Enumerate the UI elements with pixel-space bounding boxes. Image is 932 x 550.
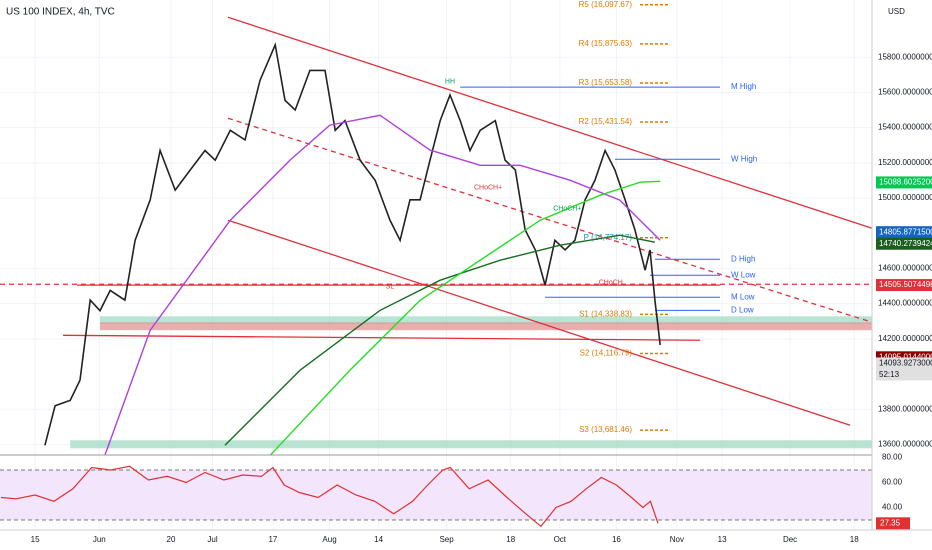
x-tick-label: 17 bbox=[268, 535, 277, 544]
x-tick-label: 18 bbox=[850, 535, 859, 544]
x-tick-label: 14 bbox=[374, 535, 383, 544]
countdown: 52:13 bbox=[879, 370, 900, 379]
range-label: M High bbox=[731, 82, 756, 91]
series-line bbox=[224, 234, 656, 446]
zone bbox=[100, 322, 873, 331]
annotation: CHoCH bbox=[599, 279, 623, 286]
y-tick-label: 15400.0000000 bbox=[878, 123, 932, 132]
pivot-label: S3 (13,681.46) bbox=[579, 425, 632, 434]
range-label: M Low bbox=[731, 292, 755, 301]
annotation: HH bbox=[445, 79, 455, 86]
y-tick-label: 15800.0000000 bbox=[878, 52, 932, 61]
pivot-label: R2 (15,431.54) bbox=[579, 117, 633, 126]
x-tick-label: Dec bbox=[783, 535, 797, 544]
series-line bbox=[44, 42, 661, 446]
x-tick-label: 13 bbox=[718, 535, 727, 544]
y-tick-label: 14200.0000000 bbox=[878, 334, 932, 343]
pivot-label: R3 (15,653.58) bbox=[579, 78, 633, 87]
price-badge-label: 15088.6025200 bbox=[879, 178, 932, 187]
annotation: CHoCH+ bbox=[474, 184, 502, 191]
price-badge-label: 14740.2739424 bbox=[879, 239, 932, 248]
y-tick-label: 15000.0000000 bbox=[878, 193, 932, 202]
rsi-badge-label: 27.35 bbox=[880, 518, 901, 527]
price-badge bbox=[876, 226, 932, 239]
price-badge-label: 14505.5074498 bbox=[879, 280, 932, 289]
price-badge-label: 14095.0144000 bbox=[879, 352, 932, 361]
right-axis bbox=[872, 0, 932, 550]
y-tick-label: 15600.0000000 bbox=[878, 88, 932, 97]
price-badge-label: 14093.9273000 bbox=[879, 359, 932, 368]
zone bbox=[70, 440, 872, 449]
y-tick-label: 14400.0000000 bbox=[878, 299, 932, 308]
rsi-badge bbox=[876, 517, 910, 530]
price-badge bbox=[876, 237, 932, 250]
plot: R5 (16,097.67) R4 (15,875.63) R3 (15,653.5… bbox=[0, 0, 873, 530]
pivot-label: S2 (14,116.79) bbox=[580, 349, 633, 358]
x-tick-label: Oct bbox=[554, 535, 567, 544]
series-line bbox=[104, 114, 661, 456]
trendline bbox=[227, 16, 873, 229]
trendline bbox=[227, 219, 851, 426]
price-badge-label: 14805.8771500 bbox=[879, 227, 932, 236]
x-tick-label: Aug bbox=[322, 535, 336, 544]
x-tick-label: 18 bbox=[506, 535, 515, 544]
range-label: W High bbox=[731, 154, 757, 163]
pivot-label: R5 (16,097.67) bbox=[579, 0, 633, 9]
annotation: SL bbox=[386, 284, 395, 291]
range-label: D Low bbox=[731, 305, 754, 314]
x-tick-label: Nov bbox=[670, 535, 684, 544]
series-line bbox=[269, 180, 661, 456]
y-tick-label: 14600.0000000 bbox=[878, 264, 932, 273]
y-tick-label: 15200.0000000 bbox=[878, 158, 932, 167]
rsi-tick-label: 60.00 bbox=[882, 478, 903, 487]
annotation: CHoCH+ bbox=[553, 205, 581, 212]
range-label: D High bbox=[731, 254, 755, 263]
pivot-label: R4 (15,875.63) bbox=[579, 39, 633, 48]
price-badge bbox=[876, 357, 932, 370]
rsi-tick-label: 80.00 bbox=[882, 453, 903, 462]
zone bbox=[100, 316, 873, 325]
pivot-label: S1 (14,338.83) bbox=[579, 310, 632, 319]
range-label: W Low bbox=[731, 270, 756, 279]
y-tick-label: 13800.0000000 bbox=[878, 404, 932, 413]
y-tick-label: 13600.0000000 bbox=[878, 440, 932, 449]
x-tick-label: 20 bbox=[167, 535, 176, 544]
rsi-line bbox=[1, 465, 659, 528]
countdown-badge bbox=[876, 369, 932, 381]
chart-title: US 100 INDEX, 4h, TVC bbox=[6, 7, 115, 18]
x-tick-label: Jul bbox=[207, 535, 217, 544]
currency: USD bbox=[888, 7, 905, 16]
price-badge bbox=[876, 279, 932, 292]
x-tick-label: 16 bbox=[612, 535, 621, 544]
x-tick-label: 15 bbox=[31, 535, 40, 544]
x-tick-label: Jun bbox=[93, 535, 106, 544]
trendline bbox=[227, 117, 873, 323]
x-tick-label: Sep bbox=[439, 535, 454, 544]
price-badge bbox=[876, 176, 932, 189]
rsi-tick-label: 40.00 bbox=[882, 503, 903, 512]
